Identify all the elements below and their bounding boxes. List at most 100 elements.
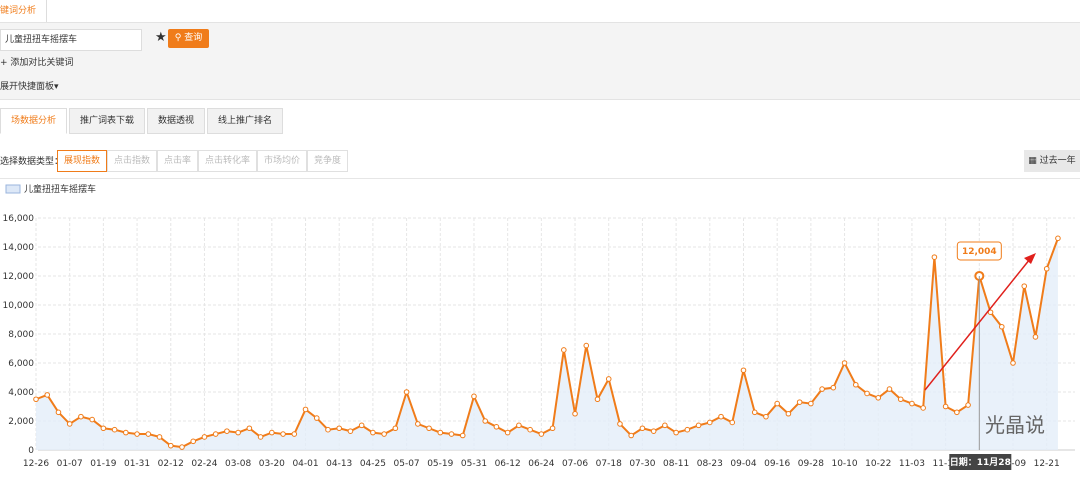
point: [897, 396, 904, 403]
search-button[interactable]: ⚲ 查询: [168, 29, 209, 48]
tab[interactable]: 数据透视: [147, 108, 206, 134]
point: [89, 416, 95, 423]
search-input[interactable]: 儿童扭扭车摇摆车: [0, 29, 142, 51]
y-tick-label: 8,000: [8, 330, 34, 340]
point: [886, 386, 893, 392]
x-tick-label: 09-16: [764, 459, 790, 469]
y-tick-label: 2,000: [8, 417, 34, 427]
tab[interactable]: 线上推广排名: [207, 108, 284, 134]
point: [954, 409, 960, 416]
point: [280, 431, 286, 437]
point: [729, 419, 736, 426]
x-tick-label: 03-08: [225, 459, 251, 469]
x-tick-label: 02-24: [191, 459, 217, 469]
point: [1055, 235, 1061, 242]
point: [617, 421, 623, 427]
x-tick-label: 04-25: [360, 459, 386, 469]
y-tick-label: 10,000: [3, 301, 35, 311]
x-tick-label: 05-19: [427, 459, 453, 469]
point: [302, 406, 309, 413]
point: [482, 418, 489, 424]
point: [336, 425, 343, 432]
point: [78, 413, 84, 420]
x-tick-label: 07-30: [629, 459, 655, 469]
y-tick-label: 12,000: [3, 272, 35, 282]
y-tick-label: 6,000: [8, 359, 34, 369]
data-type-option[interactable]: 市场均价: [257, 150, 308, 172]
x-tick-label: 08-11: [663, 459, 689, 469]
point: [448, 431, 455, 437]
x-tick-label: 11-15: [933, 459, 959, 469]
area: [36, 238, 1058, 450]
point: [808, 400, 814, 407]
data-type-option[interactable]: 竞争度: [307, 150, 349, 172]
range-text: 过去一年: [1039, 156, 1076, 166]
point: [437, 429, 444, 436]
point: [650, 428, 657, 434]
legend-swatch: [5, 184, 21, 194]
x-tick-label: 09-04: [730, 459, 756, 469]
data-type-option[interactable]: 点击转化率: [198, 150, 258, 172]
add-compare[interactable]: + 添加对比关键词: [0, 58, 74, 68]
point: [370, 429, 376, 436]
point: [841, 360, 848, 366]
x-tick-label: 07-06: [562, 459, 588, 469]
point: [774, 400, 780, 407]
x-tick-label: 10-10: [831, 459, 857, 469]
arrow-head: [1024, 253, 1036, 264]
date-tip-box: [949, 454, 1012, 470]
range-button[interactable]: ▦ 过去一年: [1024, 150, 1080, 172]
point: [852, 381, 859, 388]
point: [1021, 283, 1028, 289]
point: [516, 422, 522, 429]
point: [583, 342, 590, 349]
watermark: 光晶说: [985, 413, 1045, 437]
point: [1010, 360, 1016, 366]
point: [707, 419, 713, 426]
x-tick-label: 01-07: [57, 459, 83, 469]
button-text: ⚲: [174, 33, 185, 43]
point: [785, 410, 792, 417]
point: [66, 421, 73, 427]
point: [403, 389, 410, 395]
y-tick-label: 14,000: [3, 243, 35, 253]
point: [325, 426, 331, 433]
point: [931, 254, 938, 260]
tooltip-box: [956, 241, 1002, 261]
point: [751, 409, 758, 416]
data-type-option[interactable]: 点击指数: [107, 150, 158, 172]
point: [44, 392, 51, 398]
point: [179, 444, 185, 450]
point: [201, 434, 208, 440]
point: [392, 425, 399, 432]
point: [628, 432, 634, 439]
point: [572, 410, 578, 417]
point: [527, 426, 533, 433]
expand-panel[interactable]: 展开快捷面板▾: [0, 82, 59, 92]
point: [605, 376, 612, 382]
point: [549, 425, 556, 432]
point: [55, 409, 62, 416]
point: [561, 347, 567, 353]
point: [920, 405, 926, 411]
point: [381, 431, 387, 437]
point: [246, 425, 253, 432]
legend-label[interactable]: 儿童扭扭车摇摆车: [24, 183, 96, 195]
tab[interactable]: 推广词表下载: [69, 108, 146, 134]
x-tick-label: 01-31: [124, 459, 150, 469]
point: [998, 323, 1005, 330]
y-tick-label: 4,000: [8, 388, 34, 398]
point: [763, 413, 769, 420]
star-icon[interactable]: ★: [155, 30, 167, 45]
data-type-option[interactable]: 点击率: [157, 150, 199, 172]
x-tick-label: 09-28: [798, 459, 824, 469]
point: [684, 426, 691, 433]
data-type-option[interactable]: 展现指数: [57, 150, 108, 172]
point: [594, 396, 601, 403]
arrow-line: [924, 258, 1031, 391]
x-tick-label: 10-22: [865, 459, 891, 469]
top-tab[interactable]: 键词分析: [0, 0, 47, 22]
tab[interactable]: 场数据分析: [0, 108, 68, 134]
point: [190, 438, 197, 445]
point: [830, 384, 837, 391]
